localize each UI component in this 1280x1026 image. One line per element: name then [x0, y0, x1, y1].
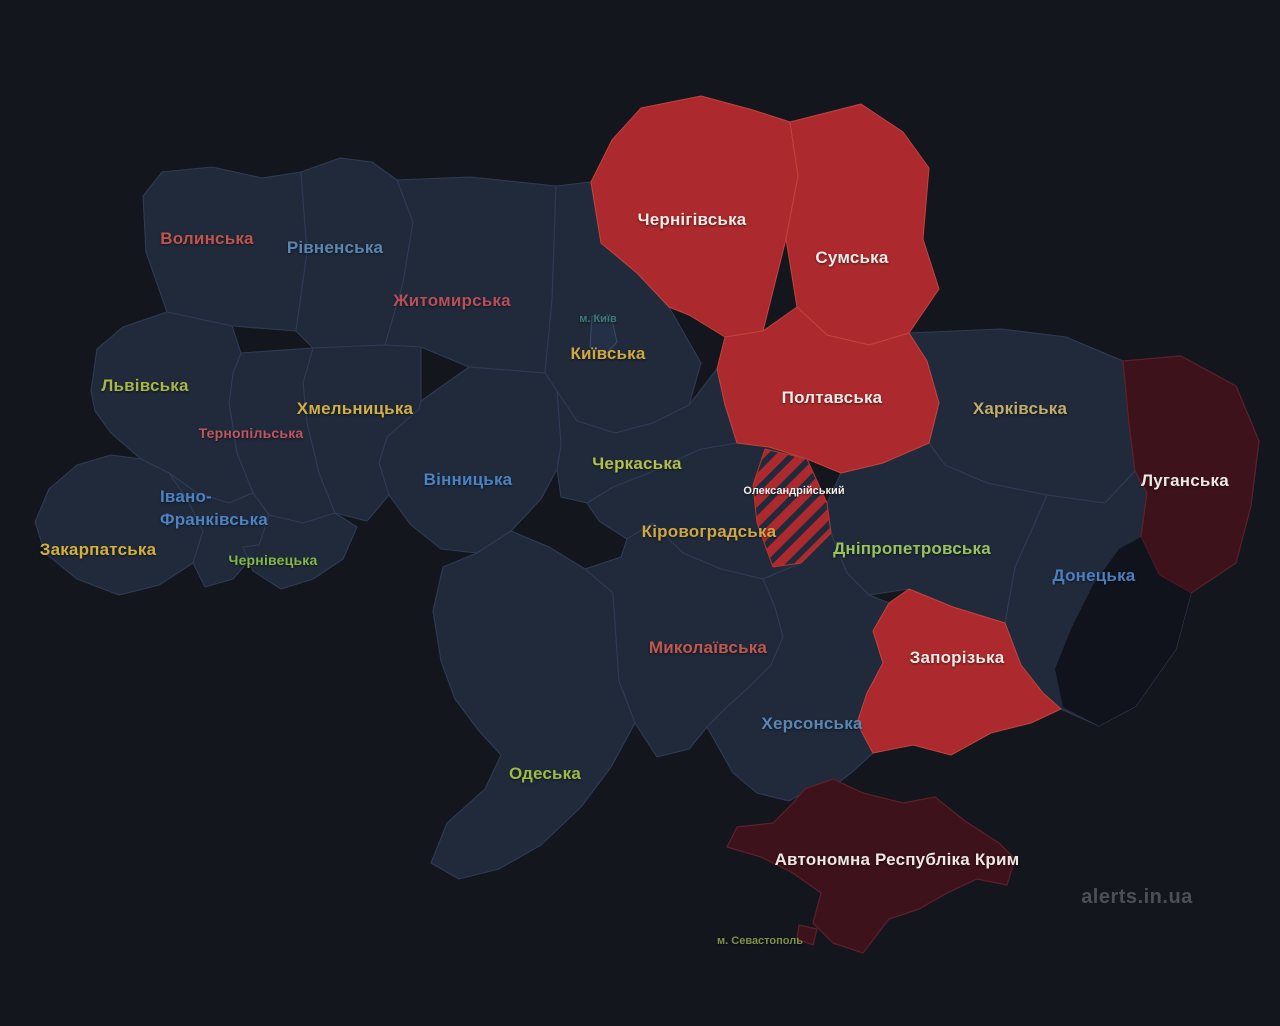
label-sumy: Сумська: [815, 248, 888, 267]
region-poltava[interactable]: [716, 306, 940, 474]
region-zaporizhzhia[interactable]: [856, 588, 1062, 756]
watermark: alerts.in.ua: [1081, 886, 1193, 908]
region-chernivtsi[interactable]: [242, 512, 358, 590]
label-donetsk: Донецька: [1053, 566, 1136, 585]
label-oleksandriiskyi: Олександрійський: [743, 485, 844, 497]
donetsk-occupied-area: [1055, 537, 1191, 726]
label-zakarpattia: Закарпатська: [40, 540, 157, 559]
label-zaporizhzhia: Запорізька: [910, 648, 1005, 667]
region-ivano-frankivsk[interactable]: [168, 472, 270, 588]
label-lviv: Львівська: [101, 376, 189, 395]
region-crimea[interactable]: [726, 778, 1016, 954]
label-luhansk: Луганська: [1141, 471, 1229, 490]
label-dnipro: Дніпропетровська: [833, 539, 991, 558]
region-lviv[interactable]: [90, 311, 254, 504]
label-chernivtsi: Чернівецька: [229, 552, 318, 568]
region-sevastopol[interactable]: [796, 924, 818, 946]
label-kharkiv: Харківська: [973, 399, 1068, 418]
label-volyn: Волинська: [160, 229, 254, 248]
region-oleksandriiskyi-district[interactable]: [752, 448, 832, 568]
region-zhytomyr[interactable]: [384, 176, 557, 374]
label-ivano-frankivsk-line1: Івано-: [160, 487, 212, 506]
label-zhytomyr: Житомирська: [392, 291, 511, 310]
label-mykolaiv: Миколаївська: [649, 638, 768, 657]
label-ternopil: Тернопільська: [199, 425, 304, 441]
label-crimea: Автономна Республіка Крим: [775, 850, 1020, 869]
label-sevastopol: м. Севастополь: [717, 935, 803, 947]
label-odesa: Одеська: [509, 764, 581, 783]
label-rivne: Рівненська: [287, 238, 384, 257]
label-poltava: Полтавська: [782, 388, 883, 407]
label-khmelnytskyi: Хмельницька: [297, 399, 414, 418]
label-kirovohrad: Кіровоградська: [642, 522, 777, 541]
region-volyn[interactable]: [142, 166, 308, 332]
label-ivano-frankivsk-line2: Франківська: [160, 510, 268, 529]
label-chernihiv: Чернігівська: [638, 210, 747, 229]
region-kyiv-city[interactable]: [589, 315, 618, 356]
region-odesa[interactable]: [430, 530, 636, 880]
label-kyiv-oblast: Київська: [570, 344, 645, 363]
label-cherkasy: Черкаська: [592, 454, 682, 473]
label-vinnytsia: Вінницька: [424, 470, 513, 489]
label-kyiv-city: м. Київ: [579, 313, 617, 325]
region-sumy[interactable]: [785, 103, 940, 346]
label-kherson: Херсонська: [761, 714, 862, 733]
